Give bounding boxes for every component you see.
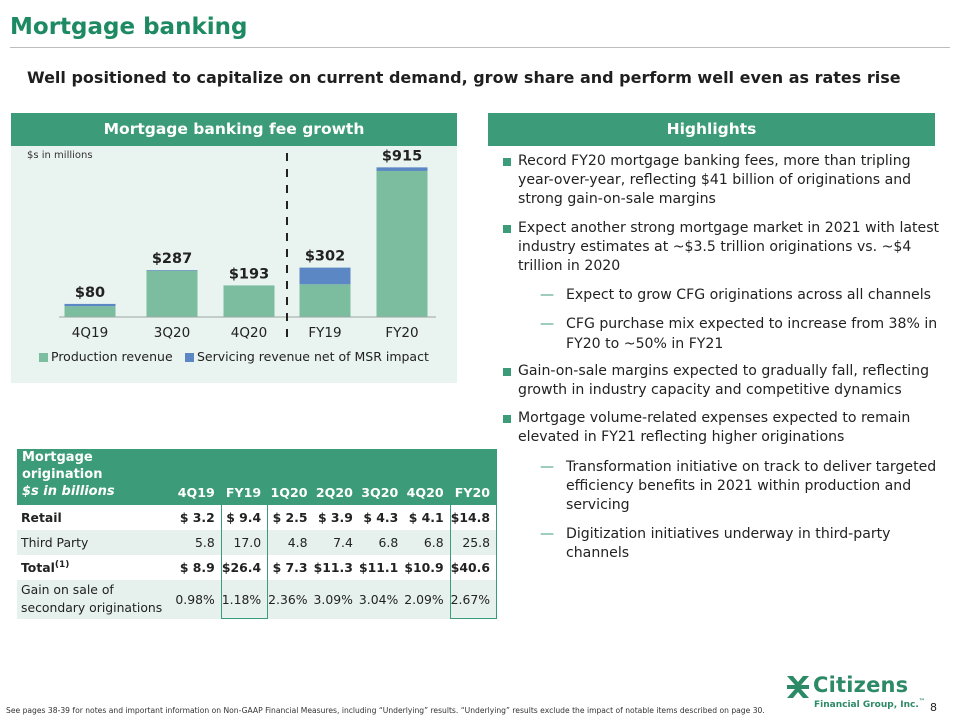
highlight-bullet: Gain-on-sale margins expected to gradual… [500, 362, 950, 400]
column-header: 4Q19 [175, 449, 222, 505]
legend-label: Servicing revenue net of MSR impact [197, 349, 429, 364]
bar-servicing-revenue [299, 267, 351, 285]
bar-production-revenue [146, 270, 198, 317]
bullet-square-icon [503, 158, 511, 166]
table-row: Total(1) $ 8.9 $26.4 $ 7.3 $11.3 $11.1 $… [17, 555, 498, 580]
x-tick-label: 4Q19 [72, 325, 108, 341]
logo-subtext: Financial Group, Inc.™ [814, 698, 925, 710]
highlight-sub-bullet: — Expect to grow CFG originations across … [500, 286, 950, 305]
fee-growth-panel: Mortgage banking fee growth $80 4Q19 $287 3… [11, 113, 457, 383]
highlight-sub-bullet: — Digitization initiatives underway in th… [540, 526, 891, 562]
x-tick-label: FY20 [385, 325, 418, 341]
legend-label: Production revenue [51, 349, 173, 364]
bar-production-revenue [376, 170, 428, 317]
bar-production-revenue [223, 285, 275, 317]
bar-production-revenue [299, 284, 351, 317]
column-header: 3Q20 [358, 449, 405, 505]
citizens-logo-icon [787, 676, 809, 698]
mortgage-origination-table: Mortgage origination $s in billions 4Q19… [17, 449, 498, 619]
highlight-bullet: Record FY20 mortgage banking fees, more … [500, 152, 950, 210]
footnote: See pages 38-39 for notes and important … [6, 706, 765, 715]
page-title: Mortgage banking [10, 14, 248, 40]
table-row: Third Party 5.8 17.0 4.8 7.4 6.8 6.8 25.… [17, 530, 498, 555]
highlight-sub-bullet: — Transformation initiative on track to d… [540, 458, 937, 514]
column-header: FY19 [220, 449, 269, 505]
legend-swatch [39, 353, 48, 362]
legend-swatch [185, 353, 194, 362]
fee-growth-chart: $80 4Q19 $287 3Q20 $193 4Q20 $302 FY19 $915 FY20 P… [39, 148, 436, 364]
title-divider [10, 47, 950, 48]
chart-units-label: $s in millions [27, 150, 93, 161]
highlight-bullet: Mortgage volume-related expenses expecte… [500, 409, 950, 447]
bar-total-label: $915 [382, 148, 422, 164]
column-header: 1Q20 [267, 449, 314, 505]
dash-icon: — [540, 526, 555, 543]
x-tick-label: 4Q20 [231, 325, 267, 341]
dash-icon: — [540, 287, 555, 304]
column-header: 4Q20 [404, 449, 451, 505]
bullet-square-icon [503, 367, 511, 376]
dash-icon: — [540, 458, 555, 475]
bar-total-label: $302 [305, 249, 345, 265]
page-number: 8 [930, 701, 937, 714]
highlight-bullet: Expect another strong mortgage market in… [500, 219, 950, 277]
highlights-list: Record FY20 mortgage banking fees, more … [500, 148, 950, 570]
highlights-header: Highlights [488, 113, 935, 146]
column-header: FY20 [449, 449, 498, 505]
bar-servicing-revenue [146, 270, 198, 271]
bar-servicing-revenue [64, 303, 116, 307]
table-title-cell: Mortgage origination $s in billions [17, 449, 176, 505]
bar-total-label: $287 [152, 251, 192, 267]
table-row: Retail $ 3.2 $ 9.4 $ 2.5 $ 3.9 $ 4.3 $ 4… [17, 505, 498, 530]
bar-servicing-revenue [376, 167, 428, 171]
bar-production-revenue [64, 306, 116, 317]
logo-wordmark: Citizens [813, 673, 909, 697]
x-tick-label: FY19 [308, 325, 341, 341]
fee-growth-header: Mortgage banking fee growth [11, 113, 457, 146]
bullet-square-icon [503, 224, 511, 233]
table-row: Gain on sale of secondary originations 0… [17, 580, 498, 619]
column-header: 2Q20 [313, 449, 359, 505]
page-subtitle: Well positioned to capitalize on current… [27, 68, 901, 87]
dash-icon: — [540, 316, 555, 333]
bar-total-label: $80 [75, 285, 105, 301]
bar-total-label: $193 [229, 266, 269, 282]
table-header-row: Mortgage origination $s in billions 4Q19… [17, 449, 498, 505]
bullet-square-icon [503, 415, 511, 424]
highlight-sub-bullet: — CFG purchase mix expected to increase f… [540, 316, 938, 352]
x-tick-label: 3Q20 [154, 325, 190, 341]
